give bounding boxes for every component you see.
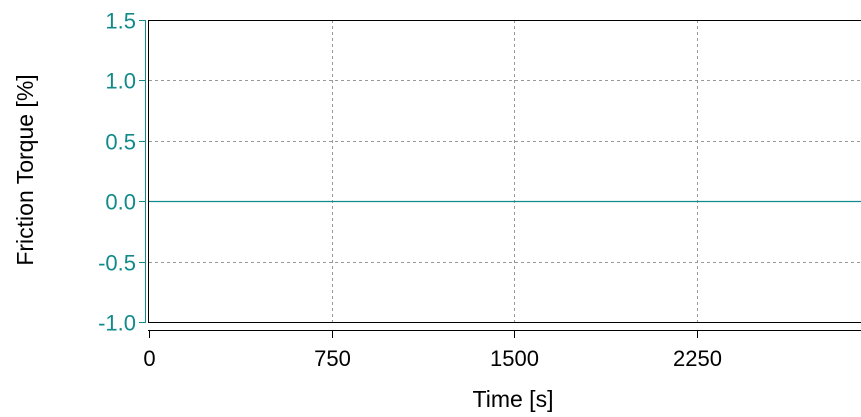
grid xyxy=(149,20,861,322)
y-tick-label: -0.5 xyxy=(98,251,136,276)
y-tick-label: -1.0 xyxy=(98,311,136,336)
x-tick-label: 2250 xyxy=(673,346,722,371)
x-axis-label: Time [s] xyxy=(473,386,554,412)
x-tick-label: 0 xyxy=(143,346,155,371)
y-tick-label: 0.0 xyxy=(105,190,136,215)
y-tick-label: 0.5 xyxy=(105,130,136,155)
y-ticks: -1.0 -0.5 0.0 0.5 1.0 1.5 xyxy=(98,9,146,336)
x-ticks: 0 750 1500 2250 xyxy=(143,330,722,371)
x-tick-label: 1500 xyxy=(490,346,539,371)
y-axis-label: Friction Torque [%] xyxy=(12,74,38,265)
axes xyxy=(145,20,861,331)
y-tick-label: 1.0 xyxy=(105,69,136,94)
y-tick-label: 1.5 xyxy=(105,9,136,34)
x-tick-label: 750 xyxy=(314,346,351,371)
